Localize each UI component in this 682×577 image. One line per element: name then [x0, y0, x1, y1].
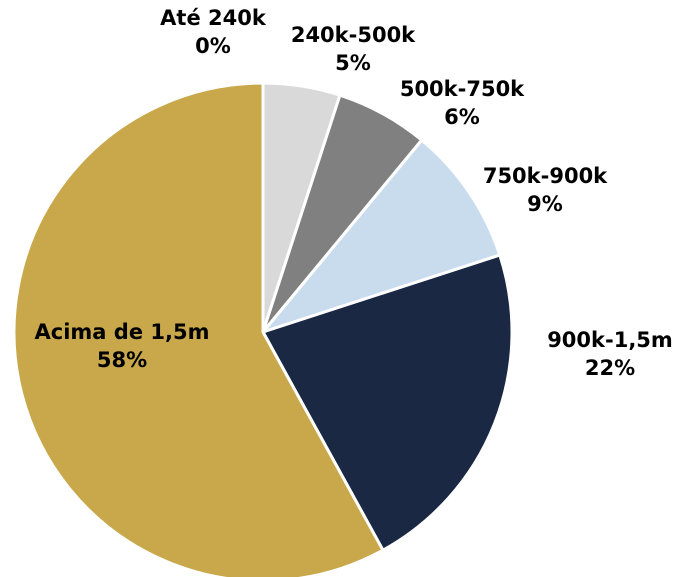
slice-value-label: 22% [585, 356, 635, 380]
slice-value-label: 5% [335, 51, 371, 75]
slice-value-label: 58% [97, 348, 147, 372]
slice-value-label: 9% [527, 192, 563, 216]
slice-label-900k-1-5m: 900k-1,5m 22% [547, 328, 673, 380]
slice-value-label: 0% [195, 34, 231, 58]
pie-slice-900k-1-5m [261, 253, 514, 552]
labels-layer: Até 240k 0% 240k-500k 5% 500k-750k 6% 750k-900… [35, 6, 673, 380]
slice-category-label: 900k-1,5m [547, 328, 673, 352]
slice-value-label: 6% [444, 105, 480, 129]
slice-category-label: Acima de 1,5m [35, 320, 210, 344]
slices-layer [12, 81, 514, 577]
slice-label-at-240k: Até 240k 0% [160, 6, 267, 58]
slice-category-label: 240k-500k [291, 23, 416, 47]
slice-label-acima-de-1-5m: Acima de 1,5m 58% [35, 320, 210, 372]
slice-category-label: Até 240k [160, 6, 267, 30]
pie-slice-750k-900k [261, 138, 502, 334]
slice-category-label: 750k-900k [483, 164, 608, 188]
pie-slice-acima-de-1-5m [12, 81, 385, 577]
slice-label-750k-900k: 750k-900k 9% [483, 164, 608, 216]
slice-label-240k-500k: 240k-500k 5% [291, 23, 416, 75]
slice-category-label: 500k-750k [400, 77, 525, 101]
slice-label-500k-750k: 500k-750k 6% [400, 77, 525, 129]
